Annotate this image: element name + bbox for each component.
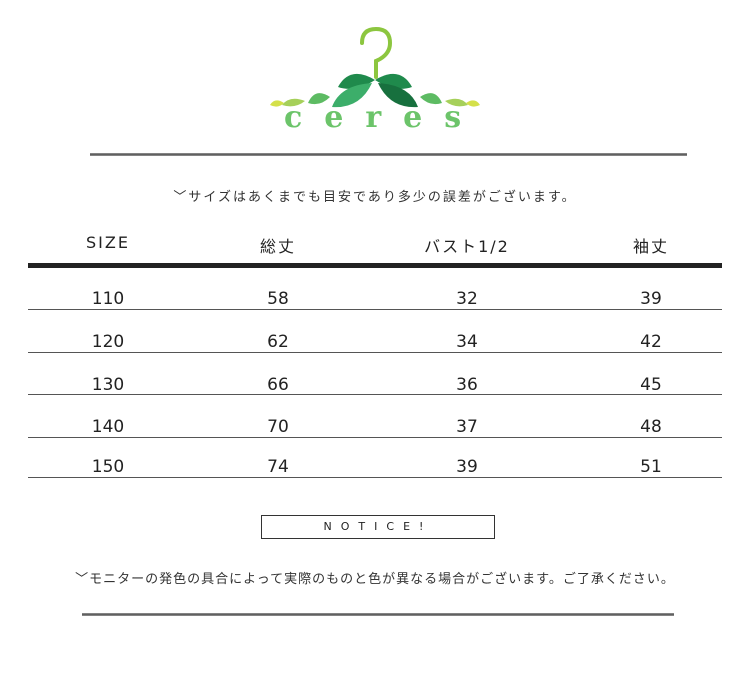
row-divider xyxy=(28,477,722,478)
cell-length: 74 xyxy=(267,457,289,477)
cell-bust: 34 xyxy=(456,332,478,352)
header-size: SIZE xyxy=(86,233,130,252)
hanger-leaves-logo-icon xyxy=(270,26,480,108)
cell-sleeve: 42 xyxy=(640,332,662,352)
cell-length: 70 xyxy=(267,417,289,437)
cell-size: 130 xyxy=(91,375,125,395)
cell-size: 150 xyxy=(91,457,125,477)
cell-bust: 37 xyxy=(456,417,478,437)
cell-size: 110 xyxy=(91,289,125,309)
row-divider xyxy=(28,394,722,395)
cell-sleeve: 39 xyxy=(640,289,662,309)
divider xyxy=(82,613,674,616)
notice-text: ﹀モニターの発色の具合によって実際のものと色が異なる場合がございます。ご了承くだ… xyxy=(75,572,675,587)
cell-sleeve: 51 xyxy=(640,457,662,477)
row-divider xyxy=(28,437,722,438)
header-divider xyxy=(28,263,722,268)
cell-bust: 36 xyxy=(456,375,478,395)
header-sleeve: 袖丈 xyxy=(632,237,669,256)
brand-name: ceres xyxy=(284,100,484,135)
header-length: 総丈 xyxy=(259,237,296,256)
cell-length: 62 xyxy=(267,332,289,352)
divider xyxy=(90,153,687,156)
cell-length: 58 xyxy=(267,289,289,309)
row-divider xyxy=(28,309,722,310)
cell-bust: 32 xyxy=(456,289,478,309)
cell-size: 140 xyxy=(91,417,125,437)
cell-bust: 39 xyxy=(456,457,478,477)
row-divider xyxy=(28,352,722,353)
size-note: ﹀サイズはあくまでも目安であり多少の誤差がございます。 xyxy=(173,190,577,205)
cell-sleeve: 48 xyxy=(640,417,662,437)
cell-size: 120 xyxy=(91,332,125,352)
cell-length: 66 xyxy=(267,375,289,395)
header-bust: バスト1/2 xyxy=(424,237,510,256)
notice-label: NOTICE! xyxy=(261,515,495,539)
cell-sleeve: 45 xyxy=(640,375,662,395)
